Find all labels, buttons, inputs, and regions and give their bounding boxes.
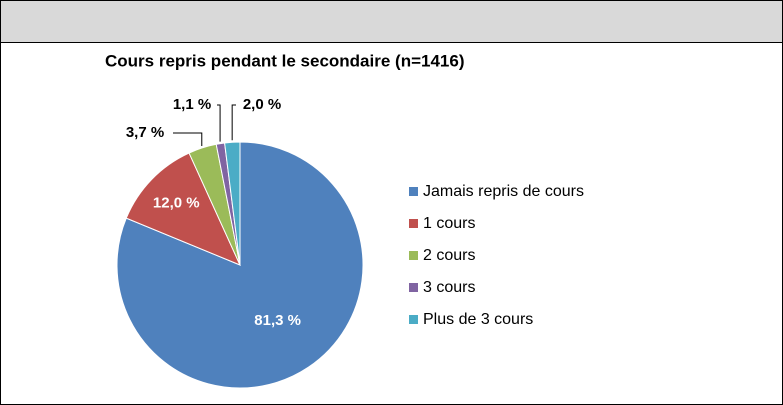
- data-label: 3,7 %: [126, 124, 164, 141]
- data-label: 1,1 %: [173, 96, 211, 113]
- legend-label: Plus de 3 cours: [423, 311, 533, 328]
- header-band: [0, 0, 783, 43]
- pie-slice: [125, 152, 241, 266]
- leader-line: [231, 104, 236, 141]
- leader-line: [173, 132, 203, 146]
- legend-label: 2 cours: [423, 247, 475, 264]
- data-label: 81,3 %: [254, 312, 301, 329]
- leader-line: [217, 104, 221, 142]
- legend-swatch: [409, 315, 418, 324]
- data-label: 12,0 %: [153, 194, 200, 211]
- legend-swatch: [409, 283, 418, 292]
- data-label: 2,0 %: [243, 96, 281, 113]
- legend-swatch: [409, 219, 418, 228]
- legend-label: Jamais repris de cours: [423, 183, 584, 200]
- chart-title: Cours repris pendant le secondaire (n=14…: [105, 51, 464, 70]
- pie-slice: [224, 141, 241, 266]
- legend-swatch: [409, 251, 418, 260]
- legend-label: 1 cours: [423, 215, 475, 232]
- legend-label: 3 cours: [423, 279, 475, 296]
- legend-swatch: [409, 187, 418, 196]
